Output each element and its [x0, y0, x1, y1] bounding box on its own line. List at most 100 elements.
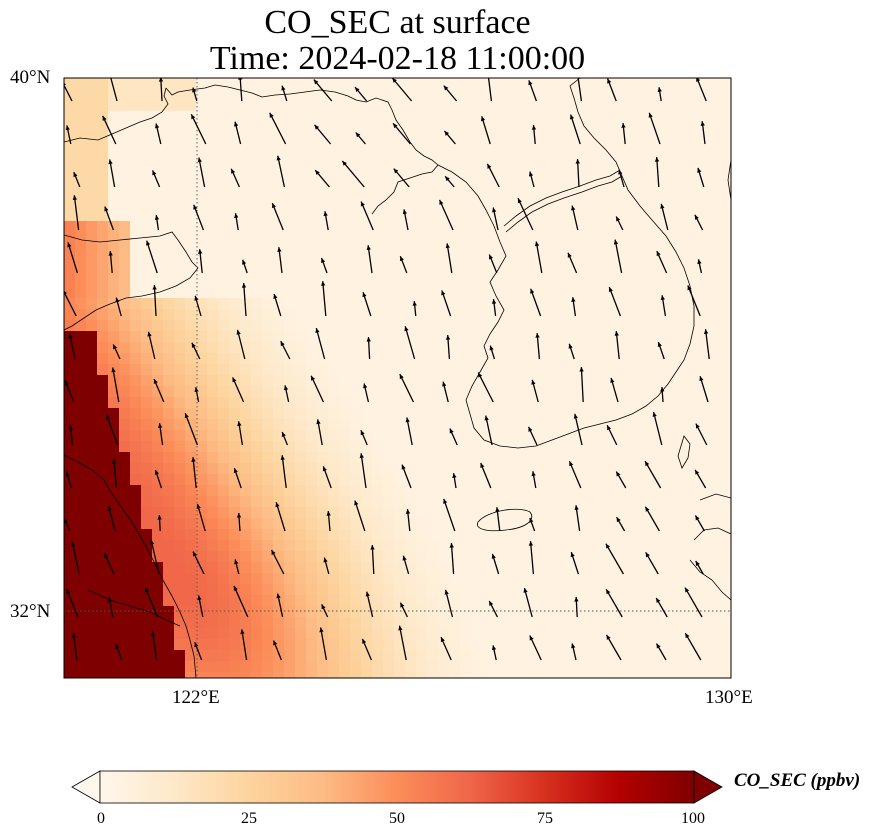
field-cell — [75, 232, 87, 244]
field-cell — [680, 397, 692, 409]
field-cell — [405, 287, 417, 299]
field-cell — [504, 617, 516, 629]
field-cell — [603, 485, 615, 497]
field-cell — [482, 430, 494, 442]
wind-arrow — [73, 171, 81, 188]
field-cell — [218, 177, 230, 189]
field-cell — [680, 111, 692, 123]
field-cell — [284, 331, 296, 343]
field-cell — [361, 111, 373, 123]
field-cell — [438, 320, 450, 332]
field-cell — [108, 628, 120, 640]
field-cell — [592, 243, 604, 255]
field-cell — [339, 166, 351, 178]
field-cell — [86, 375, 98, 387]
field-cell — [592, 485, 604, 497]
field-cell — [251, 111, 263, 123]
field-cell — [295, 331, 307, 343]
field-cell — [251, 496, 263, 508]
field-cell — [482, 364, 494, 376]
field-cell — [141, 265, 153, 277]
field-cell — [218, 661, 230, 673]
field-cell — [383, 177, 395, 189]
field-cell — [207, 276, 219, 288]
field-cell — [75, 397, 87, 409]
field-cell — [163, 133, 175, 145]
field-cell — [581, 331, 593, 343]
field-cell — [229, 199, 241, 211]
field-cell — [152, 408, 164, 420]
field-cell — [75, 342, 87, 354]
field-cell — [625, 551, 637, 563]
field-cell — [229, 100, 241, 112]
field-cell — [185, 298, 197, 310]
field-cell — [702, 672, 714, 678]
field-cell — [394, 518, 406, 530]
field-cell — [702, 276, 714, 288]
field-cell — [614, 496, 626, 508]
field-cell — [471, 111, 483, 123]
field-cell — [284, 386, 296, 398]
field-cell — [174, 287, 186, 299]
field-cell — [251, 463, 263, 475]
field-cell — [460, 331, 472, 343]
field-cell — [163, 254, 175, 266]
field-cell — [680, 100, 692, 112]
field-cell — [306, 353, 318, 365]
field-cell — [394, 342, 406, 354]
field-cell — [64, 639, 76, 651]
field-cell — [482, 617, 494, 629]
field-cell — [218, 353, 230, 365]
field-cell — [317, 287, 329, 299]
field-cell — [614, 133, 626, 145]
field-cell — [614, 672, 626, 678]
field-cell — [229, 606, 241, 618]
field-cell — [273, 375, 285, 387]
field-cell — [339, 199, 351, 211]
field-cell — [713, 353, 725, 365]
wind-arrow — [684, 587, 703, 618]
field-cell — [724, 386, 731, 398]
field-cell — [295, 243, 307, 255]
field-cell — [680, 452, 692, 464]
field-cell — [658, 562, 670, 574]
field-cell — [196, 331, 208, 343]
field-cell — [647, 672, 659, 678]
field-cell — [636, 287, 648, 299]
field-cell — [504, 331, 516, 343]
field-cell — [394, 309, 406, 321]
field-cell — [636, 419, 648, 431]
wind-arrow — [151, 170, 161, 188]
field-cell — [339, 353, 351, 365]
field-cell — [416, 265, 428, 277]
field-cell — [207, 584, 219, 596]
field-cell — [130, 166, 142, 178]
field-cell — [163, 177, 175, 189]
field-cell — [515, 606, 527, 618]
field-cell — [350, 331, 362, 343]
field-cell — [284, 452, 296, 464]
field-cell — [724, 518, 731, 530]
field-cell — [163, 342, 175, 354]
field-cell — [218, 419, 230, 431]
field-cell — [614, 199, 626, 211]
field-cell — [240, 276, 252, 288]
field-cell — [603, 397, 615, 409]
field-cell — [97, 342, 109, 354]
field-cell — [471, 254, 483, 266]
field-cell — [581, 89, 593, 101]
field-cell — [647, 507, 659, 519]
field-cell — [284, 342, 296, 354]
field-cell — [658, 496, 670, 508]
wind-arrow — [230, 168, 240, 188]
field-cell — [240, 584, 252, 596]
field-cell — [647, 518, 659, 530]
field-cell — [460, 661, 472, 673]
field-cell — [581, 518, 593, 530]
field-cell — [691, 320, 703, 332]
field-cell — [416, 639, 428, 651]
field-cell — [97, 617, 109, 629]
field-cell — [526, 639, 538, 651]
field-cell — [284, 496, 296, 508]
field-cell — [405, 529, 417, 541]
